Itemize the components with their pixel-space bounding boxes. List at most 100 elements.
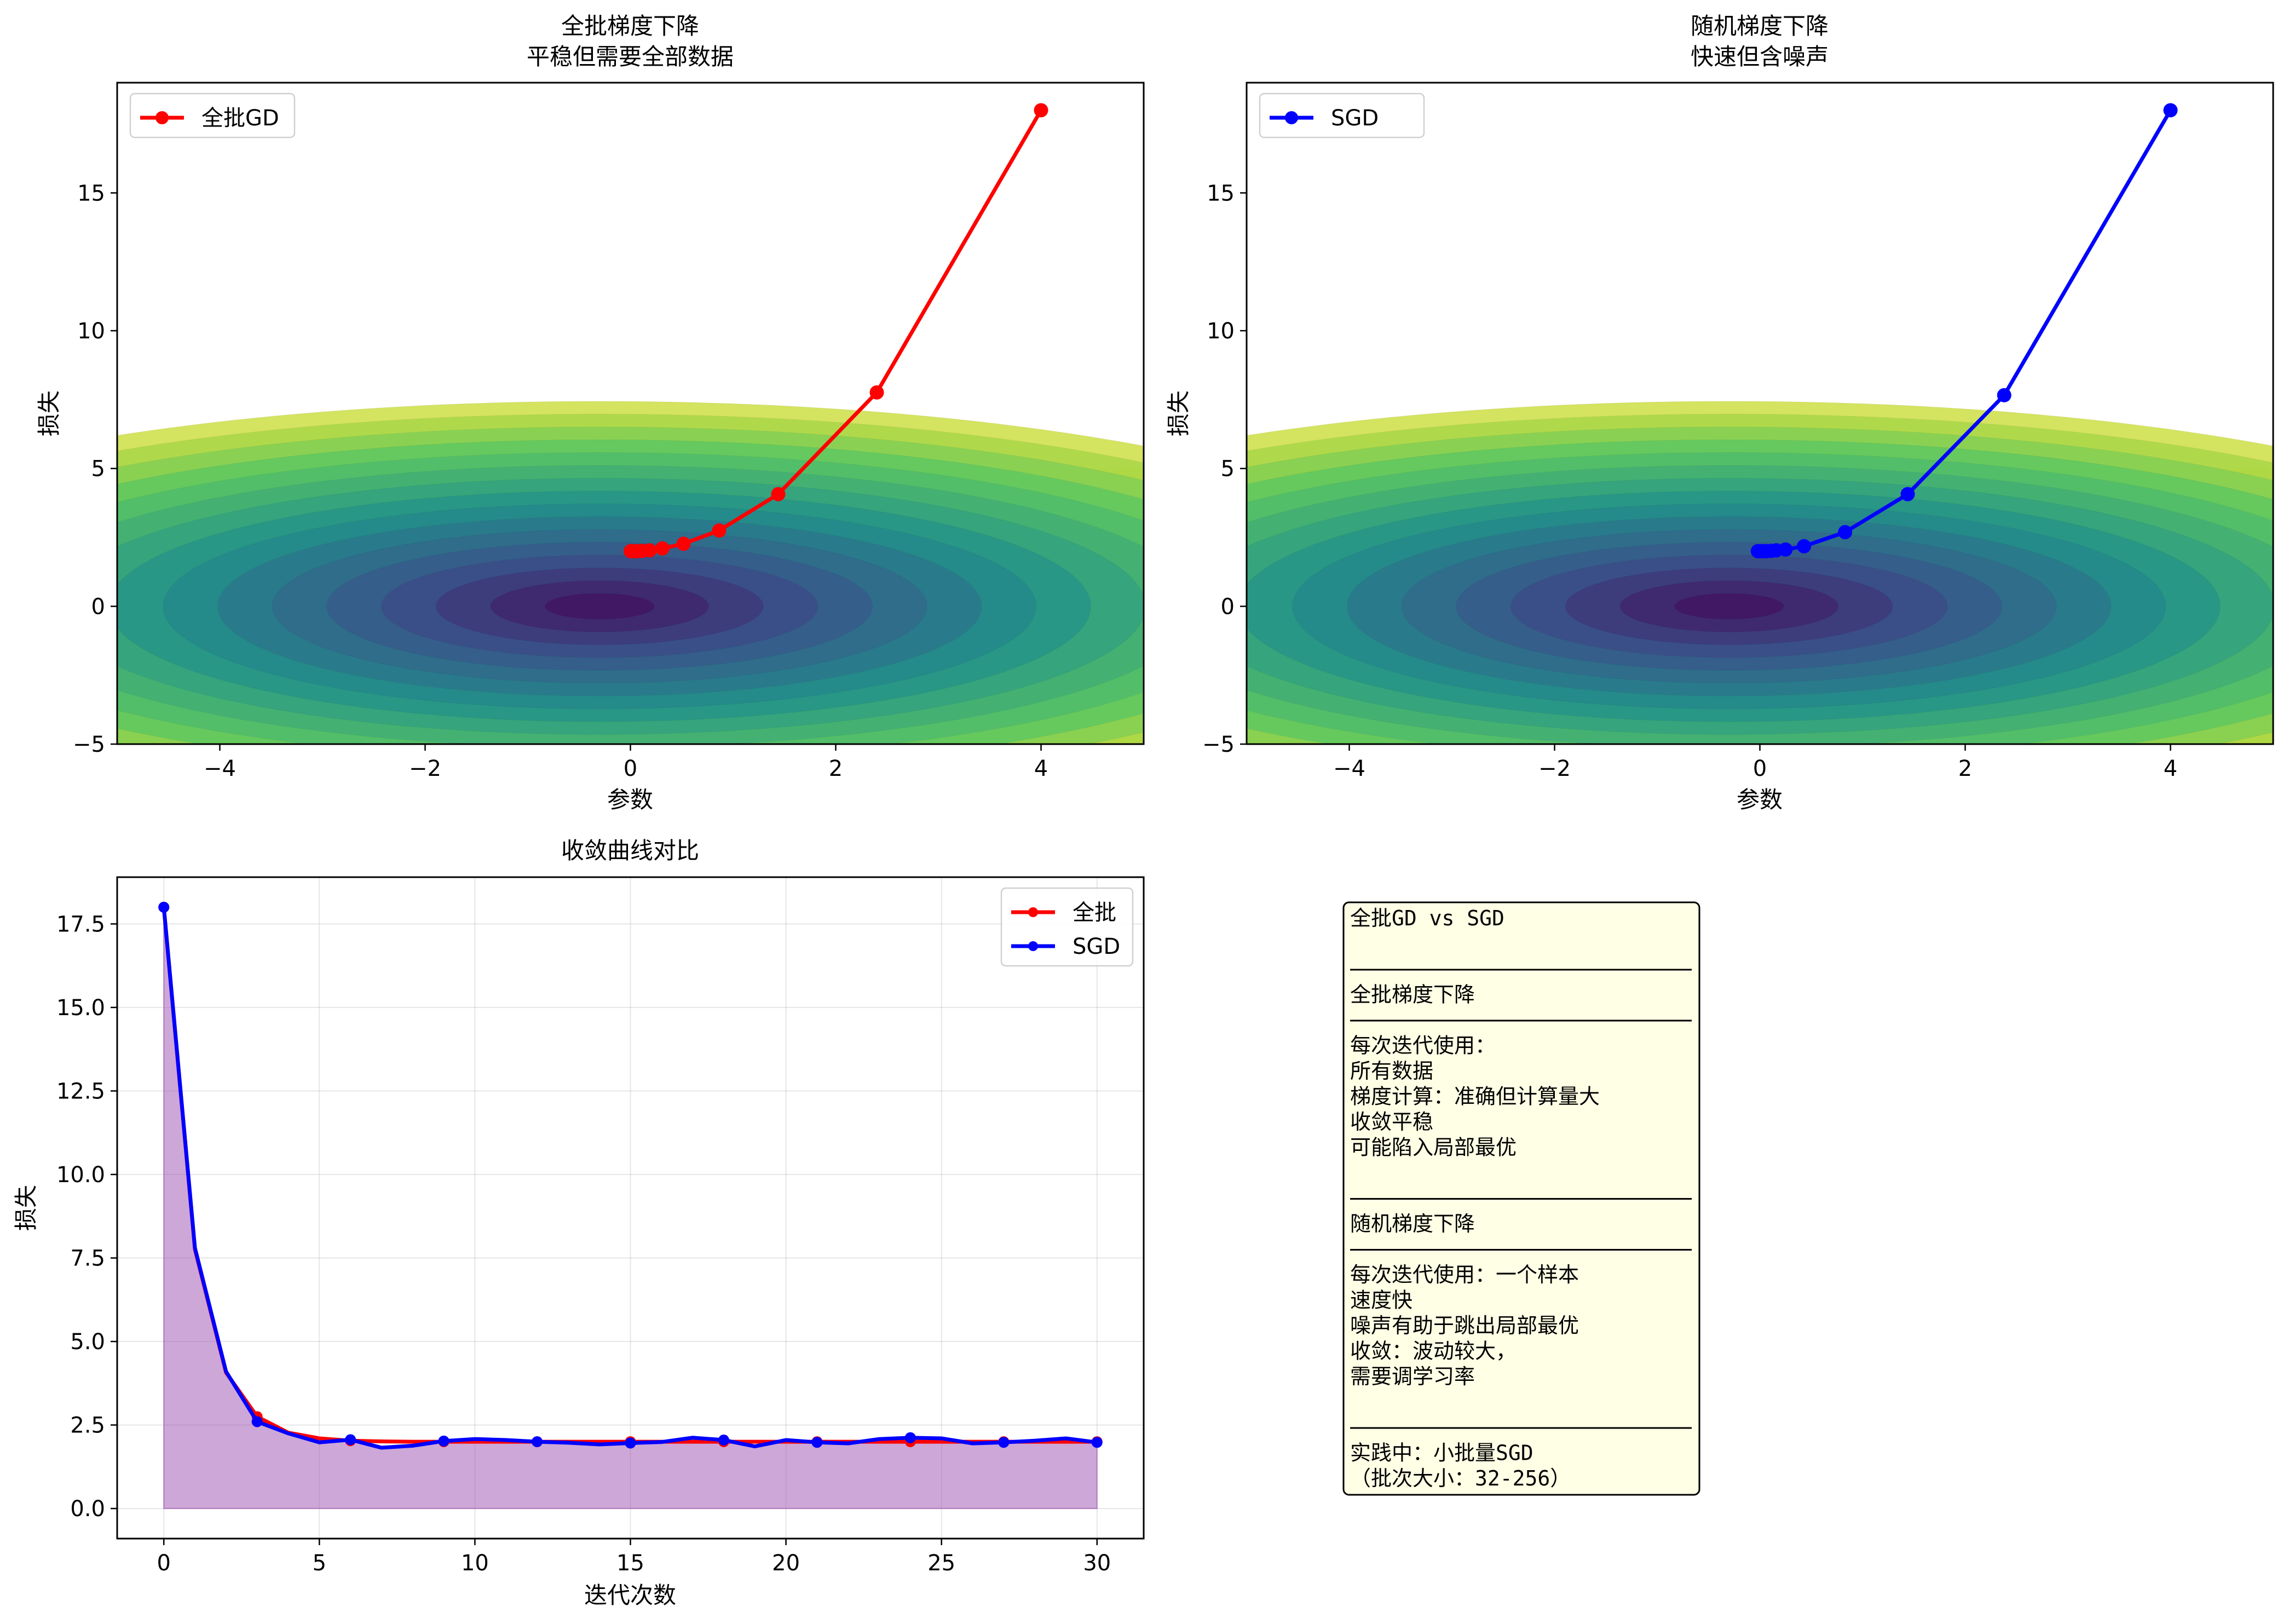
data-point — [345, 1434, 356, 1446]
data-point — [718, 1435, 729, 1446]
textbox-line: 梯度计算：准确但计算量大 — [1350, 1085, 1600, 1109]
textbox-line: 速度快 — [1350, 1288, 1413, 1312]
x-tick-label: −4 — [1333, 756, 1365, 781]
x-tick-label: 2 — [829, 756, 843, 781]
y-tick-label: 15.0 — [56, 995, 105, 1021]
chart-title: 随机梯度下降快速但含噪声 — [1691, 13, 1829, 70]
data-point — [1900, 487, 1915, 502]
y-tick-label: 10.0 — [56, 1162, 105, 1188]
y-tick-label: 17.5 — [56, 912, 105, 937]
y-tick-label: 0 — [1221, 594, 1235, 619]
legend-label: 全批 — [1073, 900, 1116, 925]
y-tick-label: 2.5 — [70, 1413, 105, 1438]
data-point — [1997, 388, 2011, 402]
x-tick-label: 4 — [1034, 756, 1048, 781]
legend-marker — [1028, 907, 1038, 917]
contour-level — [545, 593, 655, 620]
x-tick-label: 0 — [1753, 756, 1767, 781]
data-point — [158, 901, 170, 913]
data-point — [811, 1437, 823, 1448]
textbox-line: 每次迭代使用：一个样本 — [1350, 1263, 1579, 1287]
x-tick-label: 25 — [927, 1551, 955, 1576]
x-tick-label: 4 — [2164, 756, 2177, 781]
x-tick-label: 10 — [461, 1551, 489, 1576]
x-tick-label: −2 — [1538, 756, 1571, 781]
textbox-line: 全批梯度下降 — [1350, 983, 1475, 1007]
y-tick-label: 5.0 — [70, 1329, 105, 1355]
textbox-line: 收敛平稳 — [1350, 1110, 1433, 1134]
contour-background — [117, 401, 1144, 744]
y-axis-label: 损失 — [13, 1185, 39, 1231]
data-point — [2163, 103, 2178, 118]
textbox-line: 噪声有助于跳出局部最优 — [1350, 1314, 1579, 1338]
legend-label: SGD — [1073, 934, 1120, 959]
y-tick-label: 12.5 — [56, 1079, 105, 1104]
y-tick-label: 5 — [91, 457, 105, 482]
y-axis-label: 损失 — [1165, 390, 1192, 436]
textbox-line: 所有数据 — [1350, 1059, 1433, 1083]
textbox-line: 需要调学习率 — [1350, 1364, 1475, 1389]
textbox-line: 可能陷入局部最优 — [1350, 1136, 1517, 1160]
chart-title: 全批梯度下降平稳但需要全部数据 — [527, 13, 734, 70]
data-point — [771, 487, 786, 502]
x-tick-label: 0 — [157, 1551, 171, 1576]
textbox-line: 收敛：波动较大， — [1350, 1339, 1517, 1363]
y-tick-label: 7.5 — [70, 1246, 105, 1271]
data-point — [676, 537, 691, 551]
data-point — [1034, 103, 1048, 118]
chart-sgd: 随机梯度下降快速但含噪声 −4 −2 0 2 4 −5 0 5 10 15 参数 损失 SGD — [1165, 13, 2274, 813]
y-tick-label: 0.0 — [70, 1496, 105, 1522]
textbox-line: 实践中：小批量SGD — [1350, 1441, 1533, 1465]
textbox-line: （批次大小：32-256） — [1350, 1466, 1571, 1490]
x-tick-label: −4 — [204, 756, 236, 781]
data-point — [998, 1437, 1010, 1448]
chart-title: 收敛曲线对比 — [561, 837, 699, 864]
x-axis-label: 参数 — [607, 786, 653, 813]
y-tick-label: −5 — [73, 732, 105, 757]
legend-frame — [129, 93, 296, 139]
legend-frame — [1259, 93, 1425, 139]
y-tick-label: 10 — [1207, 319, 1235, 344]
legend-marker — [155, 111, 169, 124]
data-point — [1091, 1437, 1103, 1448]
y-tick-label: 0 — [91, 594, 105, 619]
y-axis-label: 损失 — [36, 390, 62, 436]
data-point — [712, 523, 727, 538]
data-point — [532, 1436, 543, 1448]
x-tick-label: 30 — [1083, 1551, 1111, 1576]
data-point — [869, 385, 884, 400]
data-point — [625, 1437, 636, 1449]
data-point — [624, 544, 638, 558]
y-tick-label: 5 — [1221, 457, 1235, 482]
data-point — [438, 1435, 449, 1447]
x-tick-label: 2 — [1958, 756, 1972, 781]
textbox-line: 全批GD vs SGD — [1350, 906, 1504, 930]
data-point — [1838, 525, 1853, 539]
y-tick-label: 10 — [77, 319, 105, 344]
textbox-line: 每次迭代使用： — [1350, 1034, 1496, 1058]
data-point — [1750, 544, 1765, 558]
x-axis-label: 参数 — [1737, 786, 1783, 813]
x-tick-label: 15 — [616, 1551, 644, 1576]
data-point — [1797, 539, 1812, 554]
data-point — [251, 1416, 263, 1427]
legend-marker — [1285, 111, 1298, 124]
x-tick-label: −2 — [409, 756, 441, 781]
legend-label: SGD — [1331, 106, 1379, 131]
y-tick-label: −5 — [1202, 732, 1235, 757]
x-tick-label: 0 — [624, 756, 637, 781]
textbox-line: 随机梯度下降 — [1350, 1212, 1475, 1236]
legend-label: 全批GD — [201, 106, 279, 131]
x-tick-label: 5 — [313, 1551, 326, 1576]
data-point — [655, 541, 670, 556]
chart-convergence: 收敛曲线对比 0 5 10 15 20 25 30 0.0 2.5 5.0 7.5 10.0 12.5 1… — [13, 837, 1145, 1609]
contour-background — [1247, 401, 2273, 744]
x-tick-label: 20 — [772, 1551, 800, 1576]
legend-marker — [1028, 941, 1038, 951]
data-point — [904, 1432, 916, 1443]
y-tick-label: 15 — [1207, 181, 1235, 206]
contour-level — [1674, 593, 1784, 620]
y-tick-label: 15 — [77, 181, 105, 206]
